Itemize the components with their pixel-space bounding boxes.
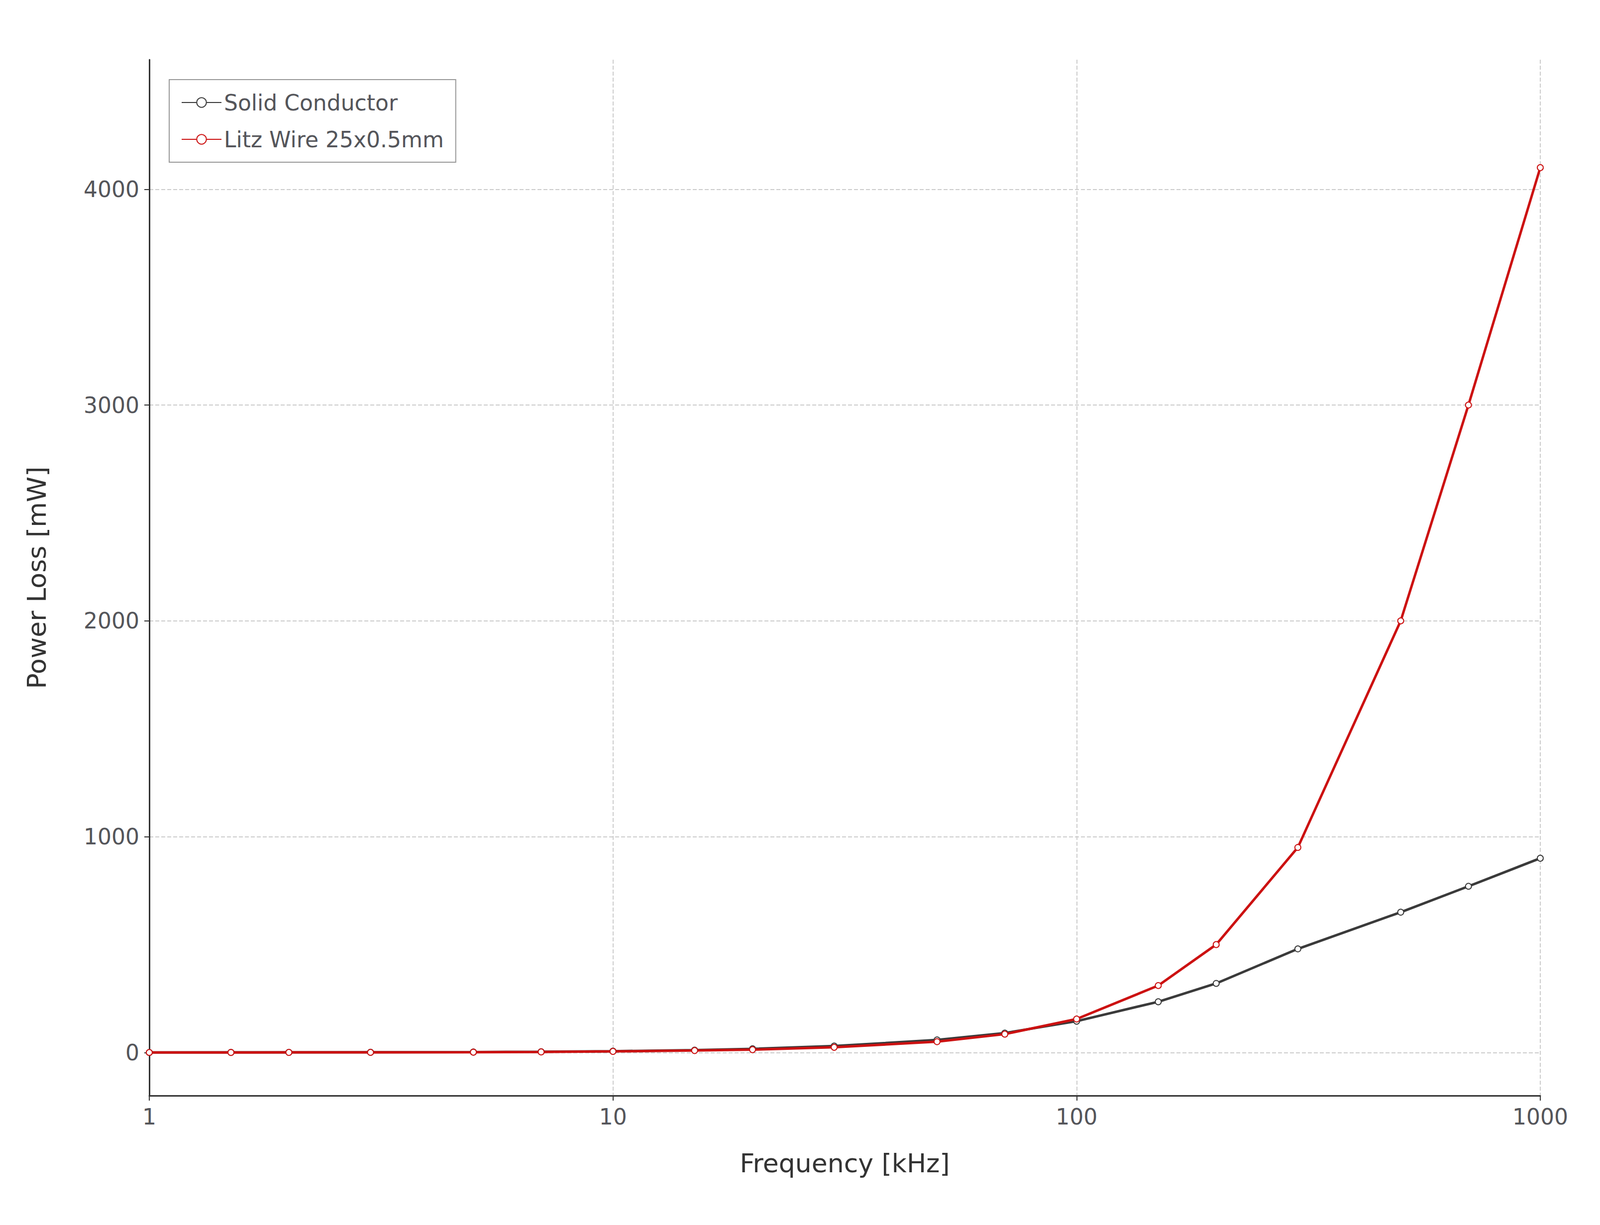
svg-text:100: 100 xyxy=(1055,1104,1098,1130)
svg-text:10: 10 xyxy=(599,1104,628,1130)
svg-text:1000: 1000 xyxy=(1512,1104,1569,1130)
svg-text:Litz Wire 25x0.5mm: Litz Wire 25x0.5mm xyxy=(223,126,444,153)
svg-text:3000: 3000 xyxy=(83,392,140,419)
svg-text:Solid Conductor: Solid Conductor xyxy=(223,90,399,116)
svg-text:1: 1 xyxy=(142,1104,157,1130)
svg-text:0: 0 xyxy=(125,1040,140,1066)
svg-text:2000: 2000 xyxy=(83,608,140,634)
svg-text:4000: 4000 xyxy=(83,176,140,203)
svg-text:1000: 1000 xyxy=(83,824,140,850)
svg-text:Frequency [kHz]: Frequency [kHz] xyxy=(739,1148,950,1179)
svg-text:Power Loss [mW]: Power Loss [mW] xyxy=(21,466,52,690)
